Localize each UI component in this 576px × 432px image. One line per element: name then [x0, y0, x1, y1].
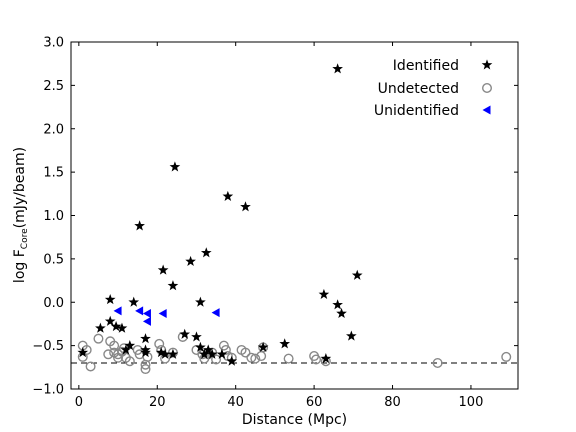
identified-point [167, 280, 179, 291]
unidentified-point [142, 316, 151, 326]
identified-point [226, 355, 238, 366]
x-tick-label: 60 [306, 395, 323, 410]
undetected-point [240, 347, 251, 358]
x-tick-label: 0 [75, 395, 83, 410]
legend-marker-undetected [482, 82, 493, 93]
identified-point [140, 346, 151, 358]
unidentified-point [158, 309, 167, 319]
undetected-point [124, 356, 135, 367]
identified-point [332, 63, 343, 74]
identified-point [336, 307, 347, 319]
identified-point [134, 220, 145, 231]
undetected-point [85, 361, 96, 372]
y-tick-label: 1.0 [43, 209, 64, 224]
undetected-point [501, 351, 512, 362]
y-tick-label: 1.5 [43, 166, 64, 181]
y-axis-label: log FCore(mJy/beam) [12, 147, 30, 283]
identified-point [104, 294, 116, 305]
identified-point [120, 344, 132, 355]
identified-point [257, 341, 269, 352]
identified-point [351, 269, 363, 280]
identified-point [95, 322, 106, 333]
identified-point [195, 296, 206, 307]
identified-point [240, 201, 251, 212]
identified-point [206, 348, 218, 359]
unidentified-point [113, 306, 122, 316]
undetected-point [283, 353, 294, 364]
identified-point [77, 346, 89, 358]
identified-point [320, 353, 332, 364]
identified-point [116, 322, 128, 333]
y-tick-label: −1.0 [32, 383, 64, 398]
identified-point [110, 320, 122, 332]
y-tick-label: 2.5 [43, 79, 64, 94]
undetected-point [250, 353, 261, 364]
unidentified-point [211, 308, 220, 318]
legend-label-undetected: Undetected [378, 81, 459, 97]
identified-point [202, 344, 214, 355]
y-tick-label: 0.5 [43, 252, 64, 267]
undetected-point [154, 338, 165, 349]
marks-layer [77, 63, 512, 375]
identified-point [179, 328, 191, 339]
identified-point [167, 348, 179, 359]
identified-point [198, 348, 210, 359]
identified-point [185, 255, 196, 267]
x-tick-label: 40 [227, 395, 244, 410]
identified-point [222, 190, 234, 201]
legend-label-unidentified: Unidentified [374, 103, 459, 119]
identified-point [195, 341, 206, 352]
identified-point [332, 299, 343, 310]
undetected-point [103, 349, 114, 360]
identified-point [216, 348, 228, 359]
identified-point [128, 296, 140, 307]
undetected-point [432, 357, 443, 368]
legend-marker-identified [481, 59, 493, 70]
y-tick-label: 2.0 [43, 122, 64, 137]
x-axis-label: Distance (Mpc) [242, 412, 347, 428]
x-tick-label: 100 [459, 395, 484, 410]
undetected-point [246, 352, 257, 363]
y-tick-label: 3.0 [43, 36, 64, 51]
legend-label-identified: Identified [393, 58, 459, 74]
unidentified-point [142, 309, 151, 319]
identified-point [140, 333, 151, 344]
y-axis-label-unit: (mJy/beam) [12, 147, 28, 228]
unidentified-point [135, 306, 144, 316]
undetected-point [93, 333, 104, 344]
y-axis-label-subscript: Core [20, 228, 30, 249]
ticks-layer: 0 20 40 60 80 100 −1.0 −0.5 0.0 0.5 1.0 1.5 2.0 2.5 3.… [32, 36, 518, 410]
y-tick-label: −0.5 [32, 339, 64, 354]
identified-point [169, 161, 181, 172]
identified-point [191, 331, 202, 342]
identified-point [104, 315, 116, 326]
undetected-point [211, 354, 222, 365]
y-tick-label: 0.0 [43, 296, 64, 311]
identified-point [318, 288, 330, 299]
undetected-point [311, 354, 322, 365]
identified-point [159, 348, 171, 359]
identified-point [279, 338, 291, 349]
x-tick-label: 80 [384, 395, 401, 410]
y-axis-label-main: log F [12, 249, 28, 283]
identified-point [124, 340, 136, 351]
identified-point [157, 264, 169, 275]
undetected-point [140, 364, 151, 375]
legend-marker-unidentified [482, 105, 491, 115]
legend: Identified Undetected Unidentified [374, 58, 493, 119]
identified-point [200, 247, 212, 258]
undetected-point [109, 340, 120, 351]
x-tick-label: 20 [149, 395, 166, 410]
identified-point [155, 346, 167, 358]
identified-point [346, 330, 357, 341]
